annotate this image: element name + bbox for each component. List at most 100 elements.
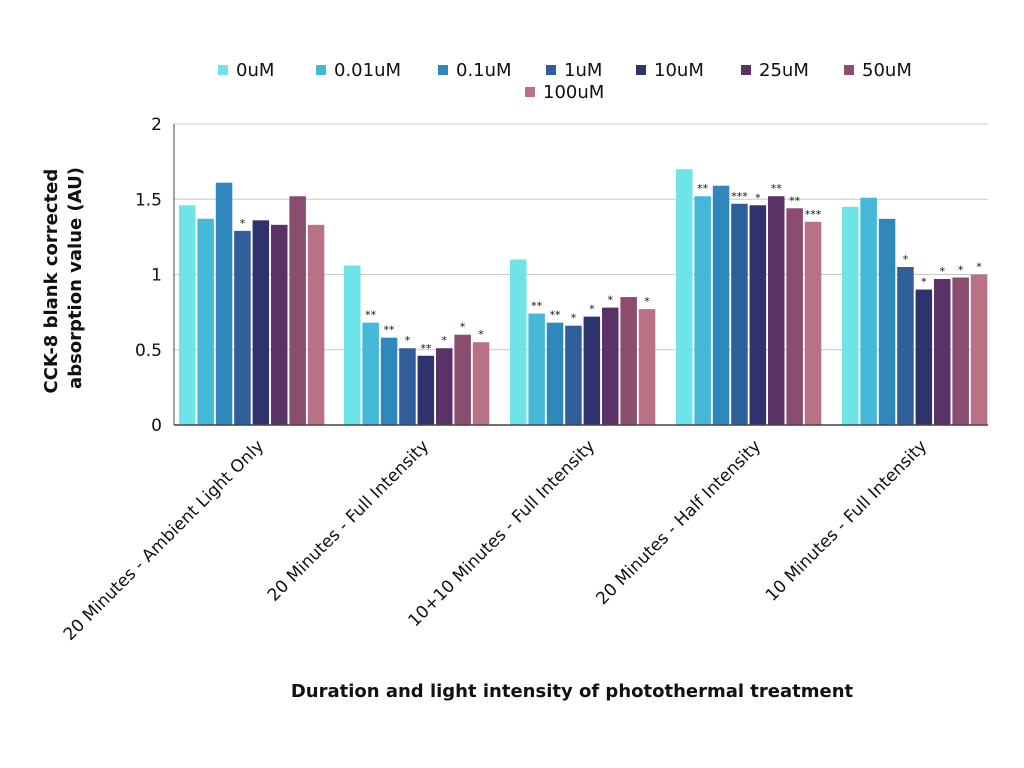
bar bbox=[915, 289, 933, 425]
bar bbox=[179, 205, 196, 425]
bar bbox=[510, 259, 527, 425]
x-axis-title: Duration and light intensity of photothe… bbox=[291, 681, 854, 702]
x-category-label: 10+10 Minutes - Full Intensity bbox=[405, 436, 600, 631]
bar bbox=[583, 316, 601, 425]
y-axis-title-line-2: absorption value (AU) bbox=[65, 167, 86, 389]
bar bbox=[215, 182, 233, 425]
bar bbox=[307, 224, 325, 425]
significance-marker: * bbox=[921, 276, 927, 289]
bar bbox=[436, 348, 453, 425]
bar bbox=[197, 218, 214, 425]
bar bbox=[380, 337, 398, 425]
significance-marker: * bbox=[571, 312, 577, 325]
legend-label: 25uM bbox=[759, 60, 809, 81]
x-category-label: 20 Minutes - Half Intensity bbox=[592, 436, 765, 609]
significance-marker: ** bbox=[789, 194, 801, 207]
significance-marker: * bbox=[940, 265, 946, 278]
legend-swatch bbox=[844, 65, 854, 75]
x-category-label: 20 Minutes - Full Intensity bbox=[264, 436, 433, 605]
legend-label: 1uM bbox=[564, 60, 602, 81]
bar bbox=[565, 325, 582, 425]
bar bbox=[804, 221, 822, 425]
y-axis-title: CCK-8 blank corrected absorption value (… bbox=[41, 163, 86, 394]
x-category-label: 10 Minutes - Full Intensity bbox=[762, 436, 931, 605]
bar bbox=[362, 322, 379, 425]
legend-label: 100uM bbox=[543, 82, 604, 103]
legend-label: 0.01uM bbox=[334, 60, 401, 81]
bar bbox=[731, 203, 748, 425]
legend-item: 0uM bbox=[218, 60, 274, 81]
significance-marker: ** bbox=[365, 309, 377, 322]
legend-item: 100uM bbox=[525, 82, 604, 103]
legend-swatch bbox=[636, 65, 646, 75]
significance-marker: ** bbox=[531, 300, 543, 313]
significance-marker: ** bbox=[384, 324, 396, 337]
y-tick-label: 0.5 bbox=[135, 341, 162, 361]
y-tick-label: 1.5 bbox=[135, 190, 162, 210]
bar bbox=[399, 348, 416, 425]
bar bbox=[528, 313, 545, 425]
legend-item: 0.1uM bbox=[438, 60, 512, 81]
legend: 0uM 0.01uM 0.1uM 1uM 10uM 25uM 50uM 100uM bbox=[218, 60, 912, 103]
significance-marker: ** bbox=[550, 309, 562, 322]
y-tick-label: 2 bbox=[151, 115, 162, 135]
significance-marker: * bbox=[903, 253, 909, 266]
legend-swatch bbox=[438, 65, 448, 75]
significance-marker: * bbox=[608, 294, 614, 307]
bar bbox=[860, 197, 877, 425]
bar bbox=[749, 205, 767, 425]
legend-swatch bbox=[218, 65, 228, 75]
legend-item: 10uM bbox=[636, 60, 704, 81]
legend-swatch bbox=[316, 65, 326, 75]
legend-label: 50uM bbox=[862, 60, 912, 81]
bar bbox=[602, 307, 619, 425]
bar bbox=[676, 169, 693, 425]
significance-marker: * bbox=[755, 191, 761, 204]
bar bbox=[768, 196, 785, 425]
bar bbox=[344, 265, 361, 425]
y-axis-title-line-1: CCK-8 blank corrected bbox=[41, 169, 62, 394]
bar bbox=[694, 196, 711, 425]
significance-marker: * bbox=[405, 334, 411, 347]
significance-marker: * bbox=[976, 261, 982, 274]
bar bbox=[472, 342, 490, 425]
bar bbox=[712, 185, 730, 425]
significance-marker: * bbox=[644, 295, 650, 308]
bars bbox=[179, 169, 988, 425]
bar bbox=[970, 274, 988, 425]
significance-marker: * bbox=[589, 303, 595, 316]
bar bbox=[454, 334, 471, 425]
y-axis-ticks: 0 0.5 1 1.5 2 bbox=[135, 115, 162, 436]
legend-swatch bbox=[525, 87, 535, 97]
significance-marker: * bbox=[460, 321, 466, 334]
significance-marker: * bbox=[442, 334, 448, 347]
legend-label: 10uM bbox=[654, 60, 704, 81]
significance-marker: * bbox=[240, 217, 246, 230]
legend-item: 25uM bbox=[741, 60, 809, 81]
significance-marker: *** bbox=[731, 190, 748, 203]
bar bbox=[271, 224, 288, 425]
bar bbox=[252, 220, 270, 425]
significance-marker: * bbox=[958, 264, 964, 277]
significance-marker: ** bbox=[697, 182, 709, 195]
y-tick-label: 0 bbox=[151, 416, 162, 436]
bar bbox=[638, 309, 656, 425]
legend-label: 0uM bbox=[236, 60, 274, 81]
bar bbox=[546, 322, 564, 425]
significance-annotations: *************** *** ****** *********** * * bbox=[240, 182, 983, 355]
significance-marker: ** bbox=[771, 182, 783, 195]
legend-swatch bbox=[546, 65, 556, 75]
x-category-label: 20 Minutes - Ambient Light Only bbox=[60, 436, 268, 644]
legend-swatch bbox=[741, 65, 751, 75]
bar bbox=[952, 277, 969, 425]
bar bbox=[842, 206, 859, 425]
bar bbox=[897, 266, 914, 425]
bar bbox=[934, 279, 951, 425]
legend-item: 1uM bbox=[546, 60, 602, 81]
legend-item: 0.01uM bbox=[316, 60, 401, 81]
bar bbox=[417, 355, 435, 425]
y-tick-label: 1 bbox=[151, 266, 162, 286]
bar bbox=[786, 208, 803, 425]
legend-label: 0.1uM bbox=[456, 60, 512, 81]
